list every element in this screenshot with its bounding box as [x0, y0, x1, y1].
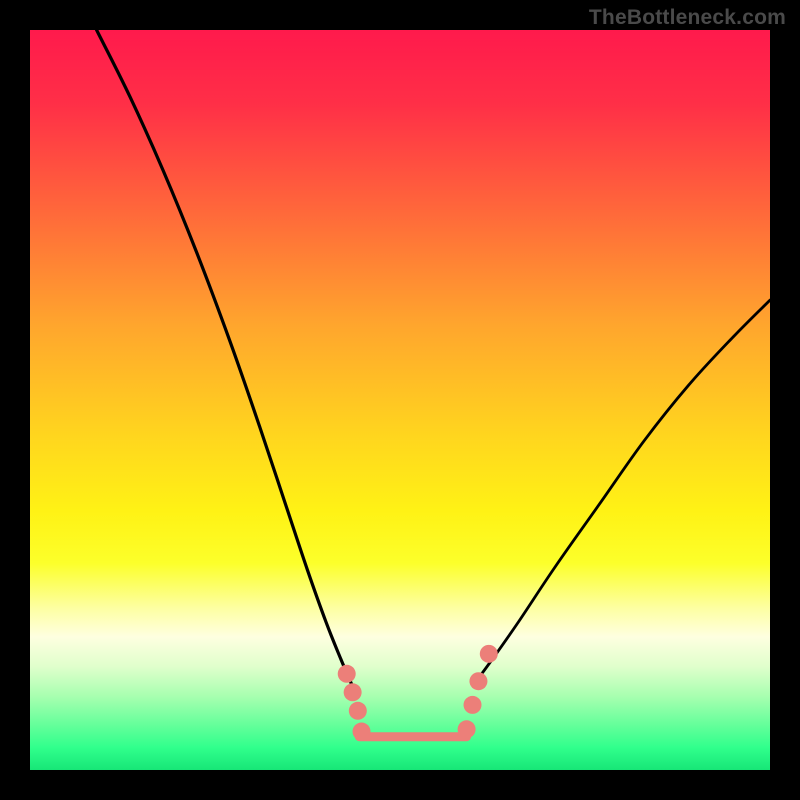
curve-marker — [480, 645, 498, 663]
chart-background — [30, 30, 770, 770]
curve-marker — [344, 683, 362, 701]
curve-marker — [353, 723, 371, 741]
curve-marker — [464, 696, 482, 714]
curve-marker — [469, 672, 487, 690]
curve-marker — [338, 665, 356, 683]
watermark-text: TheBottleneck.com — [589, 6, 786, 30]
curve-marker — [458, 720, 476, 738]
curve-marker — [349, 702, 367, 720]
bottleneck-chart — [0, 0, 800, 800]
